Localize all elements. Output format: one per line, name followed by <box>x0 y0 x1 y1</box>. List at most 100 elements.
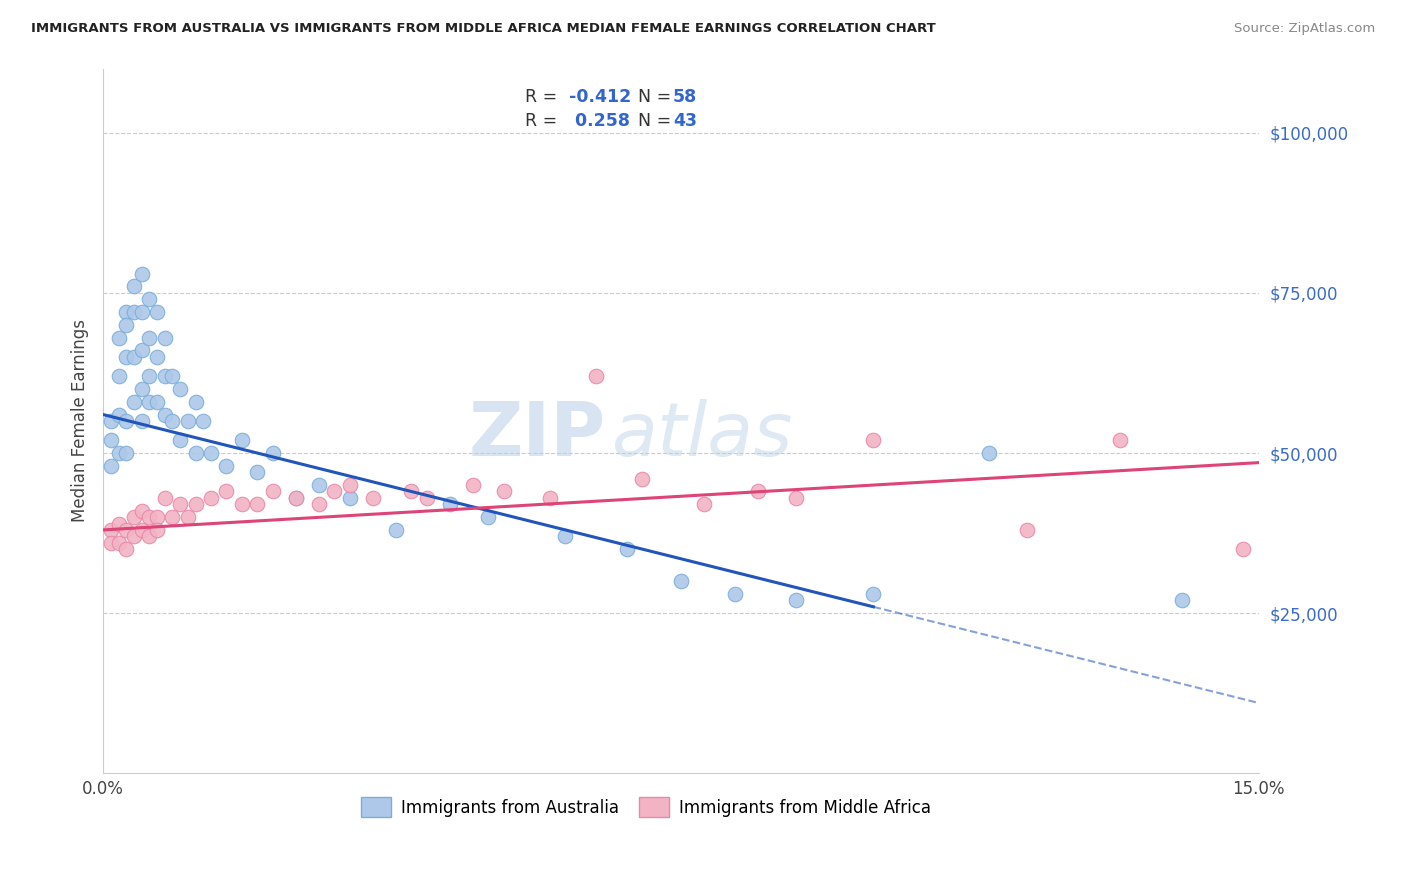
Point <box>693 497 716 511</box>
Point <box>100 433 122 447</box>
Point <box>669 574 692 589</box>
Point <box>115 523 138 537</box>
Point <box>138 394 160 409</box>
Point <box>246 465 269 479</box>
Point <box>138 529 160 543</box>
Point <box>122 394 145 409</box>
Point <box>131 267 153 281</box>
Point <box>107 446 129 460</box>
Point <box>122 510 145 524</box>
Point <box>162 510 184 524</box>
Point <box>1232 542 1254 557</box>
Text: R =: R = <box>524 87 562 106</box>
Point <box>785 491 807 505</box>
Point <box>215 484 238 499</box>
Point <box>215 458 238 473</box>
Point <box>122 350 145 364</box>
Point <box>100 523 122 537</box>
Point <box>131 414 153 428</box>
Point <box>115 414 138 428</box>
Point <box>131 343 153 358</box>
Point <box>177 510 200 524</box>
Point <box>162 414 184 428</box>
Point <box>184 497 207 511</box>
Text: R =: R = <box>524 112 562 130</box>
Point <box>554 529 576 543</box>
Point <box>262 484 284 499</box>
Point <box>616 542 638 557</box>
Point <box>862 587 884 601</box>
Point <box>193 414 215 428</box>
Point <box>724 587 747 601</box>
Point <box>169 433 191 447</box>
Text: 0.258: 0.258 <box>569 112 630 130</box>
Point <box>361 491 384 505</box>
Point <box>177 414 200 428</box>
Point <box>231 497 253 511</box>
Point <box>184 446 207 460</box>
Point <box>169 497 191 511</box>
Point <box>131 523 153 537</box>
Point <box>153 331 176 345</box>
Point <box>747 484 769 499</box>
Point <box>115 446 138 460</box>
Point <box>538 491 561 505</box>
Point <box>284 491 307 505</box>
Point <box>169 382 191 396</box>
Point <box>477 510 499 524</box>
Point <box>284 491 307 505</box>
Point <box>131 382 153 396</box>
Point <box>107 535 129 549</box>
Point <box>122 279 145 293</box>
Point <box>461 478 484 492</box>
Point <box>1017 523 1039 537</box>
Point <box>308 497 330 511</box>
Text: IMMIGRANTS FROM AUSTRALIA VS IMMIGRANTS FROM MIDDLE AFRICA MEDIAN FEMALE EARNING: IMMIGRANTS FROM AUSTRALIA VS IMMIGRANTS … <box>31 22 935 36</box>
Point <box>115 318 138 332</box>
Point <box>100 414 122 428</box>
Point <box>107 369 129 384</box>
Point <box>115 305 138 319</box>
Point <box>323 484 346 499</box>
Point <box>107 331 129 345</box>
Point <box>115 542 138 557</box>
Point <box>138 510 160 524</box>
Text: N =: N = <box>627 87 676 106</box>
Point <box>785 593 807 607</box>
Point <box>585 369 607 384</box>
Text: 58: 58 <box>672 87 697 106</box>
Point <box>146 394 169 409</box>
Point <box>262 446 284 460</box>
Point <box>138 369 160 384</box>
Point <box>153 491 176 505</box>
Point <box>100 458 122 473</box>
Point <box>415 491 437 505</box>
Point <box>122 305 145 319</box>
Point <box>308 478 330 492</box>
Point <box>631 472 654 486</box>
Point <box>153 369 176 384</box>
Point <box>492 484 515 499</box>
Point <box>107 516 129 531</box>
Point <box>246 497 269 511</box>
Point <box>100 535 122 549</box>
Point <box>115 350 138 364</box>
Point <box>162 369 184 384</box>
Point <box>153 408 176 422</box>
Point <box>399 484 422 499</box>
Point <box>200 446 222 460</box>
Point <box>131 305 153 319</box>
Text: Source: ZipAtlas.com: Source: ZipAtlas.com <box>1234 22 1375 36</box>
Point <box>184 394 207 409</box>
Point <box>1170 593 1192 607</box>
Point <box>122 529 145 543</box>
Point <box>385 523 408 537</box>
Point <box>138 292 160 306</box>
Y-axis label: Median Female Earnings: Median Female Earnings <box>72 319 89 523</box>
Point <box>231 433 253 447</box>
Legend: Immigrants from Australia, Immigrants from Middle Africa: Immigrants from Australia, Immigrants fr… <box>353 789 939 825</box>
Point <box>146 523 169 537</box>
Point <box>862 433 884 447</box>
Point <box>977 446 1000 460</box>
Point <box>146 510 169 524</box>
